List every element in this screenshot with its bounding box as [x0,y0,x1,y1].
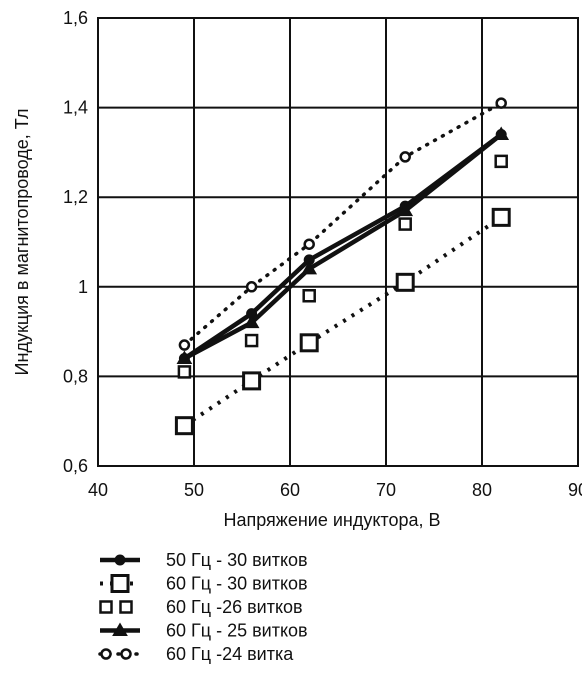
legend-label: 50 Гц - 30 витков [166,550,308,570]
series-4-point [176,350,193,364]
legend-marker [120,648,132,660]
series-3 [177,154,508,379]
series-4-point [301,260,318,275]
x-tick-label: 60 [280,480,300,500]
series-5-point [245,281,258,293]
x-axis-label: Напряжение индуктора, В [223,510,440,530]
plot-frame [97,17,579,467]
x-tick-label: 70 [376,480,396,500]
y-axis-label: Индукция в магнитопроводе, Тл [12,109,32,376]
legend-item: 60 Гц -24 витка [98,644,294,664]
y-tick-label: 1,2 [63,187,88,207]
x-tick-label: 90 [568,480,582,500]
series-5 [178,97,507,351]
legend: 50 Гц - 30 витков 60 Гц - 30 витков 60 Гц … [98,550,308,664]
x-tick-label: 50 [184,480,204,500]
series-4-point [243,314,260,329]
legend-label: 60 Гц - 25 витков [166,621,308,641]
series-4-point [397,202,414,217]
y-tick-label: 0,6 [63,456,88,476]
series-5-line [182,101,503,347]
legend-marker [112,622,128,636]
y-tick-label: 1,6 [63,8,88,28]
x-tick-label: 80 [472,480,492,500]
y-tick-label: 0,8 [63,366,88,386]
series-3-point [302,289,316,303]
legend-item: 50 Гц - 30 витков [100,550,308,570]
series-2-point [174,416,194,436]
series-4 [176,126,510,364]
series-2-point [242,371,262,391]
series-2-point [491,207,511,227]
series-2 [174,207,511,436]
legend-label: 60 Гц -26 витков [166,597,303,617]
y-tick-label: 1 [78,277,88,297]
legend-label: 60 Гц -24 витка [166,644,294,664]
legend-marker [100,648,112,660]
series-5-point [303,238,315,250]
series-5-point [178,339,191,351]
series-3-point [177,365,192,379]
series-5-point [495,97,507,109]
legend-marker [114,554,126,566]
series-layer [174,97,511,436]
series-4-point [493,126,510,140]
legend-item: 60 Гц -26 витков [99,597,303,617]
legend-marker [99,600,113,614]
series-3-point [244,333,259,348]
legend-label: 60 Гц - 30 витков [166,574,308,594]
series-2-line [183,215,503,428]
axis-layer: 40 50 60 70 80 90 0,6 0,8 1 1,2 1,4 1,6 [63,8,582,500]
legend-item: 60 Гц - 30 витков [100,574,308,594]
legend-marker [119,600,133,614]
legend-item: 60 Гц - 25 витков [100,621,308,641]
series-5-point [399,151,411,163]
series-3-point [398,217,412,231]
series-3-point [494,154,508,169]
series-2-point [299,333,319,353]
y-tick-label: 1,4 [63,98,88,118]
x-tick-label: 40 [88,480,108,500]
series-2-point [395,272,415,292]
legend-marker [110,574,130,593]
